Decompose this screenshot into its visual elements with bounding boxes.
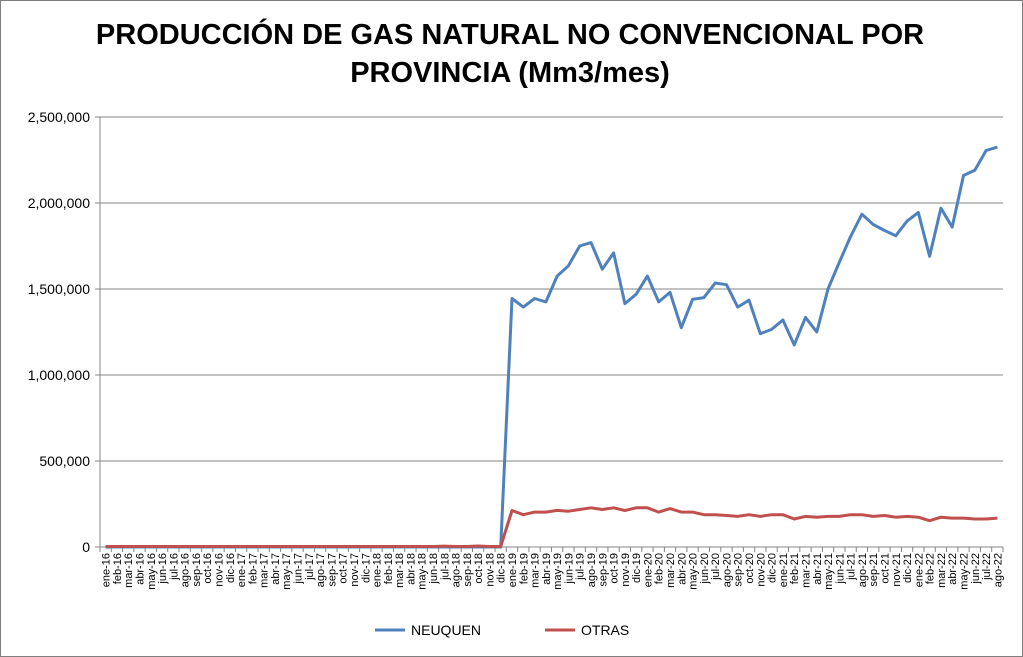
- legend: NEUQUEN OTRAS: [375, 622, 629, 638]
- x-tick-label: ago-16: [180, 553, 192, 587]
- series-lines: [105, 145, 998, 549]
- x-tick-label: jul-19: [575, 553, 587, 581]
- chart-title: PRODUCCIÓN DE GAS NATURAL NO CONVENCIONA…: [60, 16, 960, 92]
- x-tick-label: ago-20: [721, 553, 733, 587]
- x-tick-label: ene-19: [507, 553, 519, 587]
- x-tick-label: jul-16: [168, 553, 180, 581]
- y-tick-label: 2,500,000: [28, 109, 90, 125]
- x-tick-label: sep-17: [326, 553, 338, 587]
- x-tick-label: dic-21: [902, 553, 914, 583]
- y-tick-label: 500,000: [39, 453, 90, 469]
- x-tick-label: sep-19: [597, 553, 609, 587]
- x-tick-label: nov-19: [620, 553, 632, 587]
- x-tick-label: jun-20: [699, 553, 711, 585]
- chart-title-line2: PROVINCIA (Mm3/mes): [350, 57, 670, 89]
- x-tick-label: oct-20: [744, 553, 756, 584]
- x-tick-label: may-17: [281, 553, 293, 590]
- x-tick-label: dic-20: [767, 553, 779, 583]
- x-tick-label: jun-21: [834, 553, 846, 585]
- x-tick-label: oct-16: [202, 553, 214, 584]
- x-tick-label: abr-19: [541, 553, 553, 585]
- x-tick-label: feb-20: [654, 553, 666, 584]
- x-tick-label: dic-18: [496, 553, 508, 583]
- x-tick-label: ene-21: [778, 553, 790, 587]
- x-tick-label: may-18: [417, 553, 429, 590]
- x-tick-label: ene-20: [642, 553, 654, 587]
- x-tick-label: jun-22: [970, 553, 982, 585]
- y-tick-label: 1,000,000: [28, 367, 90, 383]
- x-tick-label: may-16: [146, 553, 158, 590]
- x-tick-label: nov-17: [349, 553, 361, 587]
- x-tick-label: feb-21: [789, 553, 801, 584]
- x-tick-label: nov-16: [214, 553, 226, 587]
- legend-label-otras: OTRAS: [581, 622, 629, 638]
- x-tick-label: may-22: [958, 553, 970, 590]
- y-tick-label: 0: [82, 539, 90, 555]
- y-tick-label: 2,000,000: [28, 195, 90, 211]
- x-tick-label: jun-18: [428, 553, 440, 585]
- x-tick-label: nov-18: [484, 553, 496, 587]
- x-tick-label: mar-20: [665, 553, 677, 588]
- x-tick-label: ene-17: [236, 553, 248, 587]
- axes: [99, 117, 1003, 548]
- x-tick-label: may-21: [823, 553, 835, 590]
- x-tick-label: ago-21: [857, 553, 869, 587]
- x-tick-label: ene-22: [913, 553, 925, 587]
- x-tick-label: mar-17: [259, 553, 271, 588]
- y-axis-ticks: 0 500,000 1,000,000 1,500,000 2,000,000 2,500…: [28, 109, 100, 555]
- x-tick-label: feb-18: [383, 553, 395, 584]
- x-tick-label: oct-17: [338, 553, 350, 584]
- x-tick-label: sep-21: [868, 553, 880, 587]
- x-tick-label: feb-16: [112, 553, 124, 584]
- x-tick-label: feb-22: [925, 553, 937, 584]
- x-tick-label: ene-16: [101, 553, 113, 587]
- x-tick-label: abr-18: [405, 553, 417, 585]
- x-tick-label: mar-21: [800, 553, 812, 588]
- series-line-otras: [105, 506, 998, 548]
- x-tick-label: ago-19: [586, 553, 598, 587]
- x-tick-label: abr-16: [135, 553, 147, 585]
- x-tick-label: ago-18: [451, 553, 463, 587]
- x-tick-label: abr-17: [270, 553, 282, 585]
- x-tick-label: abr-21: [812, 553, 824, 585]
- x-tick-label: jun-17: [293, 553, 305, 585]
- x-tick-label: nov-21: [891, 553, 903, 587]
- x-tick-label: jul-17: [304, 553, 316, 581]
- x-tick-label: sep-16: [191, 553, 203, 587]
- x-tick-label: mar-18: [394, 553, 406, 588]
- x-tick-label: sep-20: [733, 553, 745, 587]
- x-tick-label: nov-20: [755, 553, 767, 587]
- x-tick-label: jul-20: [710, 553, 722, 581]
- x-tick-label: dic-16: [225, 553, 237, 583]
- x-tick-label: oct-18: [473, 553, 485, 584]
- x-tick-label: jul-21: [846, 553, 858, 581]
- x-tick-label: jun-16: [157, 553, 169, 585]
- chart-title-line1: PRODUCCIÓN DE GAS NATURAL NO CONVENCIONA…: [95, 19, 925, 51]
- x-tick-label: abr-20: [676, 553, 688, 585]
- x-tick-label: dic-19: [631, 553, 643, 583]
- y-tick-label: 1,500,000: [28, 281, 90, 297]
- x-tick-label: may-19: [552, 553, 564, 590]
- x-tick-label: jun-19: [563, 553, 575, 585]
- x-tick-label: mar-22: [936, 553, 948, 588]
- series-line-neuquen: [105, 145, 998, 549]
- x-tick-label: feb-17: [247, 553, 259, 584]
- x-tick-label: ago-22: [992, 553, 1004, 587]
- x-tick-label: mar-16: [123, 553, 135, 588]
- x-tick-label: oct-21: [879, 553, 891, 584]
- x-tick-label: jul-18: [439, 553, 451, 581]
- x-tick-label: may-20: [688, 553, 700, 590]
- x-tick-label: oct-19: [609, 553, 621, 584]
- x-axis-ticks: ene-16 feb-16 mar-16 abr-16 may-16 jun-16 jul-…: [99, 547, 1004, 590]
- legend-label-neuquen: NEUQUEN: [411, 622, 481, 638]
- x-tick-label: abr-22: [947, 553, 959, 585]
- x-tick-label: sep-18: [462, 553, 474, 587]
- x-tick-label: feb-19: [518, 553, 530, 584]
- x-tick-label: mar-19: [530, 553, 542, 588]
- x-tick-label: ago-17: [315, 553, 327, 587]
- x-tick-label: jul-22: [981, 553, 993, 581]
- x-tick-label: ene-18: [372, 553, 384, 587]
- x-tick-label: dic-17: [360, 553, 372, 583]
